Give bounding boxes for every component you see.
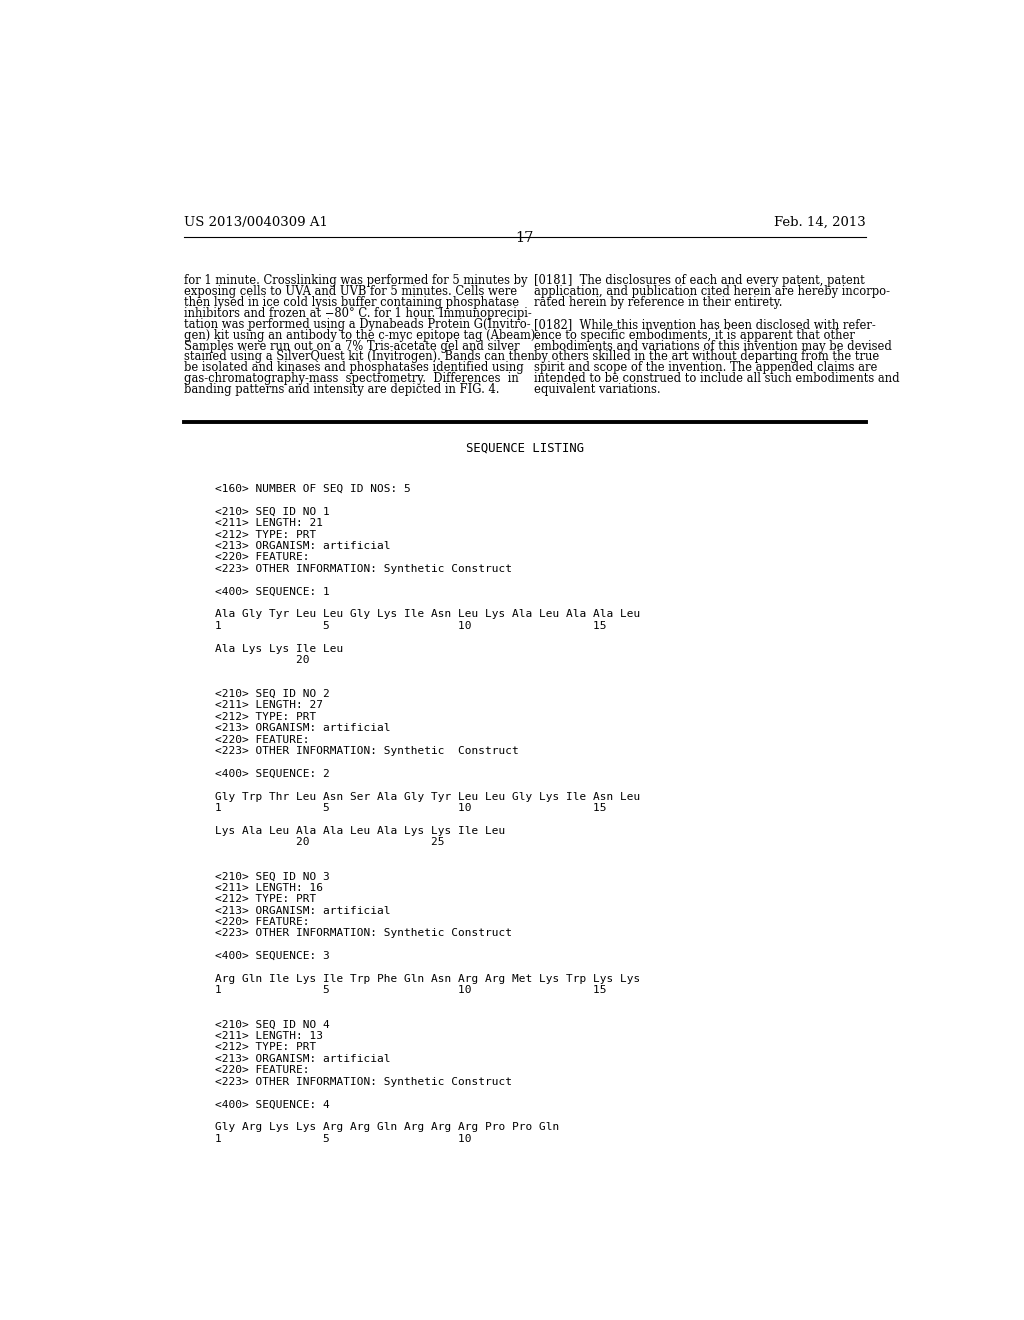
Text: <220> FEATURE:: <220> FEATURE: [215, 917, 309, 927]
Text: <213> ORGANISM: artificial: <213> ORGANISM: artificial [215, 541, 390, 550]
Text: <223> OTHER INFORMATION: Synthetic Construct: <223> OTHER INFORMATION: Synthetic Const… [215, 928, 512, 939]
Text: then lysed in ice cold lysis buffer containing phosphatase: then lysed in ice cold lysis buffer cont… [183, 296, 519, 309]
Text: <400> SEQUENCE: 2: <400> SEQUENCE: 2 [215, 768, 330, 779]
Text: <211> LENGTH: 21: <211> LENGTH: 21 [215, 519, 323, 528]
Text: embodiments and variations of this invention may be devised: embodiments and variations of this inven… [535, 339, 892, 352]
Text: <220> FEATURE:: <220> FEATURE: [215, 1065, 309, 1076]
Text: [0182]  While this invention has been disclosed with refer-: [0182] While this invention has been dis… [535, 318, 876, 330]
Text: <211> LENGTH: 27: <211> LENGTH: 27 [215, 701, 323, 710]
Text: <213> ORGANISM: artificial: <213> ORGANISM: artificial [215, 1053, 390, 1064]
Text: <210> SEQ ID NO 2: <210> SEQ ID NO 2 [215, 689, 330, 700]
Text: gen) kit using an antibody to the c-myc epitope tag (Abeam).: gen) kit using an antibody to the c-myc … [183, 329, 539, 342]
Text: <160> NUMBER OF SEQ ID NOS: 5: <160> NUMBER OF SEQ ID NOS: 5 [215, 484, 411, 494]
Text: <212> TYPE: PRT: <212> TYPE: PRT [215, 894, 316, 904]
Text: Arg Gln Ile Lys Ile Trp Phe Gln Asn Arg Arg Met Lys Trp Lys Lys: Arg Gln Ile Lys Ile Trp Phe Gln Asn Arg … [215, 974, 640, 983]
Text: 20: 20 [215, 655, 309, 665]
Text: by others skilled in the art without departing from the true: by others skilled in the art without dep… [535, 350, 880, 363]
Text: [0181]  The disclosures of each and every patent, patent: [0181] The disclosures of each and every… [535, 275, 865, 286]
Text: stained using a SilverQuest kit (Invitrogen). Bands can then: stained using a SilverQuest kit (Invitro… [183, 350, 535, 363]
Text: Ala Lys Lys Ile Leu: Ala Lys Lys Ile Leu [215, 644, 343, 653]
Text: <213> ORGANISM: artificial: <213> ORGANISM: artificial [215, 723, 390, 734]
Text: 20                  25: 20 25 [215, 837, 444, 847]
Text: <223> OTHER INFORMATION: Synthetic  Construct: <223> OTHER INFORMATION: Synthetic Const… [215, 746, 518, 756]
Text: Lys Ala Leu Ala Ala Leu Ala Lys Lys Ile Leu: Lys Ala Leu Ala Ala Leu Ala Lys Lys Ile … [215, 826, 505, 836]
Text: 1               5                   10                  15: 1 5 10 15 [215, 985, 606, 995]
Text: Gly Arg Lys Lys Arg Arg Gln Arg Arg Arg Pro Pro Gln: Gly Arg Lys Lys Arg Arg Gln Arg Arg Arg … [215, 1122, 559, 1133]
Text: <211> LENGTH: 16: <211> LENGTH: 16 [215, 883, 323, 892]
Text: <211> LENGTH: 13: <211> LENGTH: 13 [215, 1031, 323, 1041]
Text: rated herein by reference in their entirety.: rated herein by reference in their entir… [535, 296, 782, 309]
Text: equivalent variations.: equivalent variations. [535, 383, 660, 396]
Text: inhibitors and frozen at −80° C. for 1 hour. Immunoprecipi-: inhibitors and frozen at −80° C. for 1 h… [183, 306, 531, 319]
Text: <210> SEQ ID NO 4: <210> SEQ ID NO 4 [215, 1019, 330, 1030]
Text: <400> SEQUENCE: 3: <400> SEQUENCE: 3 [215, 952, 330, 961]
Text: 17: 17 [516, 231, 534, 244]
Text: be isolated and kinases and phosphatases identified using: be isolated and kinases and phosphatases… [183, 362, 523, 375]
Text: tation was performed using a Dynabeads Protein G(Invitro-: tation was performed using a Dynabeads P… [183, 318, 530, 330]
Text: <220> FEATURE:: <220> FEATURE: [215, 735, 309, 744]
Text: <212> TYPE: PRT: <212> TYPE: PRT [215, 1043, 316, 1052]
Text: banding patterns and intensity are depicted in FIG. 4.: banding patterns and intensity are depic… [183, 383, 500, 396]
Text: 1               5                   10: 1 5 10 [215, 1134, 471, 1143]
Text: <223> OTHER INFORMATION: Synthetic Construct: <223> OTHER INFORMATION: Synthetic Const… [215, 564, 512, 574]
Text: 1               5                   10                  15: 1 5 10 15 [215, 803, 606, 813]
Text: Ala Gly Tyr Leu Leu Gly Lys Ile Asn Leu Lys Ala Leu Ala Ala Leu: Ala Gly Tyr Leu Leu Gly Lys Ile Asn Leu … [215, 610, 640, 619]
Text: <212> TYPE: PRT: <212> TYPE: PRT [215, 529, 316, 540]
Text: <212> TYPE: PRT: <212> TYPE: PRT [215, 711, 316, 722]
Text: 1               5                   10                  15: 1 5 10 15 [215, 620, 606, 631]
Text: <220> FEATURE:: <220> FEATURE: [215, 552, 309, 562]
Text: intended to be construed to include all such embodiments and: intended to be construed to include all … [535, 372, 900, 385]
Text: application, and publication cited herein are hereby incorpo-: application, and publication cited herei… [535, 285, 890, 298]
Text: Gly Trp Thr Leu Asn Ser Ala Gly Tyr Leu Leu Gly Lys Ile Asn Leu: Gly Trp Thr Leu Asn Ser Ala Gly Tyr Leu … [215, 792, 640, 801]
Text: <210> SEQ ID NO 1: <210> SEQ ID NO 1 [215, 507, 330, 516]
Text: Feb. 14, 2013: Feb. 14, 2013 [774, 216, 866, 230]
Text: <210> SEQ ID NO 3: <210> SEQ ID NO 3 [215, 871, 330, 882]
Text: ence to specific embodiments, it is apparent that other: ence to specific embodiments, it is appa… [535, 329, 855, 342]
Text: gas-chromatography-mass  spectrometry.  Differences  in: gas-chromatography-mass spectrometry. Di… [183, 372, 518, 385]
Text: <213> ORGANISM: artificial: <213> ORGANISM: artificial [215, 906, 390, 916]
Text: <400> SEQUENCE: 1: <400> SEQUENCE: 1 [215, 586, 330, 597]
Text: SEQUENCE LISTING: SEQUENCE LISTING [466, 442, 584, 455]
Text: US 2013/0040309 A1: US 2013/0040309 A1 [183, 216, 328, 230]
Text: spirit and scope of the invention. The appended claims are: spirit and scope of the invention. The a… [535, 362, 878, 375]
Text: for 1 minute. Crosslinking was performed for 5 minutes by: for 1 minute. Crosslinking was performed… [183, 275, 527, 286]
Text: Samples were run out on a 7% Tris-acetate gel and silver: Samples were run out on a 7% Tris-acetat… [183, 339, 519, 352]
Text: <223> OTHER INFORMATION: Synthetic Construct: <223> OTHER INFORMATION: Synthetic Const… [215, 1077, 512, 1086]
Text: exposing cells to UVA and UVB for 5 minutes. Cells were: exposing cells to UVA and UVB for 5 minu… [183, 285, 517, 298]
Text: <400> SEQUENCE: 4: <400> SEQUENCE: 4 [215, 1100, 330, 1109]
